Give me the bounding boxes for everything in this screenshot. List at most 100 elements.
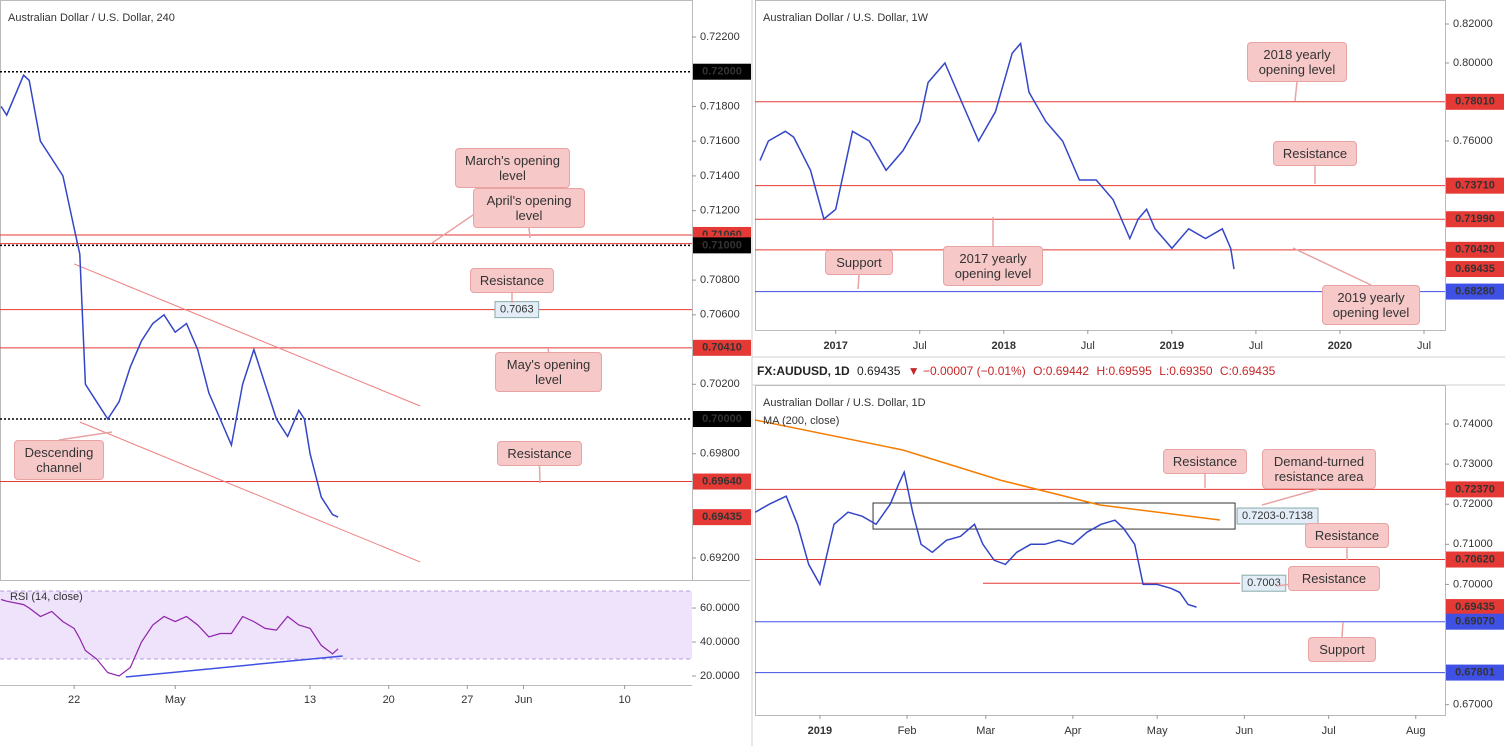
value-tag-bg xyxy=(1236,507,1319,525)
price-label: 0.70620 xyxy=(1455,553,1495,565)
callout: April's opening level xyxy=(473,188,585,228)
price-label: 0.73710 xyxy=(1455,180,1495,192)
y-tick-label: 0.71800 xyxy=(700,100,740,112)
price-label: 0.70000 xyxy=(702,413,742,425)
y-tick-label: 0.70200 xyxy=(700,378,740,390)
plot-border xyxy=(0,0,693,581)
x-tick-label: Jun xyxy=(515,694,533,706)
price-label-bg xyxy=(1446,261,1504,278)
x-tick-label: 2019 xyxy=(808,725,832,737)
y-tick-label: 0.82000 xyxy=(1453,18,1493,30)
change: ▼ −0.00007 (−0.01%) xyxy=(907,364,1026,378)
trendline xyxy=(73,263,421,407)
open: O:0.69442 xyxy=(1033,364,1090,378)
chart-title: Australian Dollar / U.S. Dollar, 1D xyxy=(763,397,926,409)
price-label: 0.78010 xyxy=(1455,96,1495,108)
y-tick-label: 0.70000 xyxy=(1453,578,1493,590)
y-tick-label: 60.0000 xyxy=(700,602,740,614)
trendline xyxy=(79,421,421,563)
price-label-bg xyxy=(693,63,751,80)
last-price: 0.69435 xyxy=(857,364,901,378)
price-label-bg xyxy=(1446,599,1504,616)
y-tick-label: 20.0000 xyxy=(700,670,740,682)
callout: Resistance xyxy=(1163,449,1247,474)
x-tick-label: 20 xyxy=(383,694,395,706)
x-tick-label: 2018 xyxy=(992,340,1016,352)
callout-pointer xyxy=(547,347,550,353)
price-label-bg xyxy=(693,411,751,428)
price-label: 0.69435 xyxy=(702,511,742,523)
callout: March's opening level xyxy=(455,148,570,188)
rsi-band xyxy=(0,591,692,660)
callout-pointer xyxy=(1292,247,1372,286)
x-tick-label: Jul xyxy=(1249,340,1263,352)
callout: Resistance xyxy=(497,441,582,466)
y-tick-label: 0.70800 xyxy=(700,274,740,286)
high: H:0.69595 xyxy=(1096,364,1152,378)
price-label: 0.69640 xyxy=(702,475,742,487)
chart-title: Australian Dollar / U.S. Dollar, 1W xyxy=(763,12,929,24)
plot-border xyxy=(755,385,1446,716)
callout-pointer xyxy=(857,274,860,290)
y-tick-label: 0.76000 xyxy=(1453,135,1493,147)
price-line xyxy=(759,41,1235,270)
y-tick-label: 0.69800 xyxy=(700,448,740,460)
callout: 2017 yearly opening level xyxy=(943,246,1043,286)
callout: 2019 yearly opening level xyxy=(1322,285,1420,325)
x-tick-label: 2019 xyxy=(1160,340,1184,352)
price-label-bg xyxy=(693,473,751,490)
x-tick-label: Jul xyxy=(913,340,927,352)
callout-pointer xyxy=(528,227,531,239)
y-tick-label: 0.73000 xyxy=(1453,458,1493,470)
callout: Descending channel xyxy=(14,440,104,480)
price-label-bg xyxy=(1446,551,1504,568)
price-label: 0.69070 xyxy=(1455,616,1495,628)
price-label: 0.71990 xyxy=(1455,213,1495,225)
x-tick-label: Feb xyxy=(898,725,917,737)
price-label-bg xyxy=(1446,93,1504,110)
callout-pointer xyxy=(58,431,113,441)
x-tick-label: 22 xyxy=(68,694,80,706)
x-tick-label: 2020 xyxy=(1328,340,1352,352)
callout: Support xyxy=(825,250,893,275)
rsi-trendline xyxy=(125,655,343,678)
ma-legend: MA (200, close) xyxy=(763,415,839,427)
callout: 2018 yearly opening level xyxy=(1247,42,1347,82)
moving-average xyxy=(755,419,1220,521)
callout: Resistance xyxy=(1288,566,1380,591)
price-label-bg xyxy=(693,339,751,356)
y-tick-label: 0.67000 xyxy=(1453,699,1493,711)
callout: May's opening level xyxy=(495,352,602,392)
y-tick-label: 0.71000 xyxy=(1453,538,1493,550)
zone xyxy=(872,502,1236,530)
rsi-line xyxy=(0,598,339,677)
x-tick-label: May xyxy=(1147,725,1168,737)
price-label: 0.70410 xyxy=(702,342,742,354)
price-label-bg xyxy=(1446,241,1504,258)
callout: Resistance xyxy=(470,268,554,293)
price-label-bg xyxy=(693,509,751,526)
y-tick-label: 0.72200 xyxy=(700,31,740,43)
rsi-title: RSI (14, close) xyxy=(10,591,83,603)
y-tick-label: 0.74000 xyxy=(1453,418,1493,430)
price-label-bg xyxy=(1446,664,1504,681)
y-tick-label: 0.71600 xyxy=(700,135,740,147)
x-tick-label: 13 xyxy=(304,694,316,706)
price-label-bg xyxy=(1446,211,1504,228)
close: C:0.69435 xyxy=(1219,364,1276,378)
callout-pointer xyxy=(1294,81,1298,102)
x-tick-label: Jul xyxy=(1081,340,1095,352)
price-label: 0.71000 xyxy=(702,239,742,251)
price-label-bg xyxy=(1446,283,1504,300)
value-tag: 0.7063 xyxy=(500,304,534,316)
price-label: 0.72000 xyxy=(702,66,742,78)
callout: Demand-turned resistance area xyxy=(1262,449,1376,489)
x-tick-label: Mar xyxy=(976,725,995,737)
x-tick-label: Jun xyxy=(1235,725,1253,737)
callout-pointer xyxy=(538,465,541,484)
x-tick-label: 2017 xyxy=(823,340,847,352)
price-label-bg xyxy=(693,237,751,254)
symbol-header: FX:AUDUSD, 1D 0.69435 ▼ −0.00007 (−0.01%… xyxy=(757,364,1279,378)
